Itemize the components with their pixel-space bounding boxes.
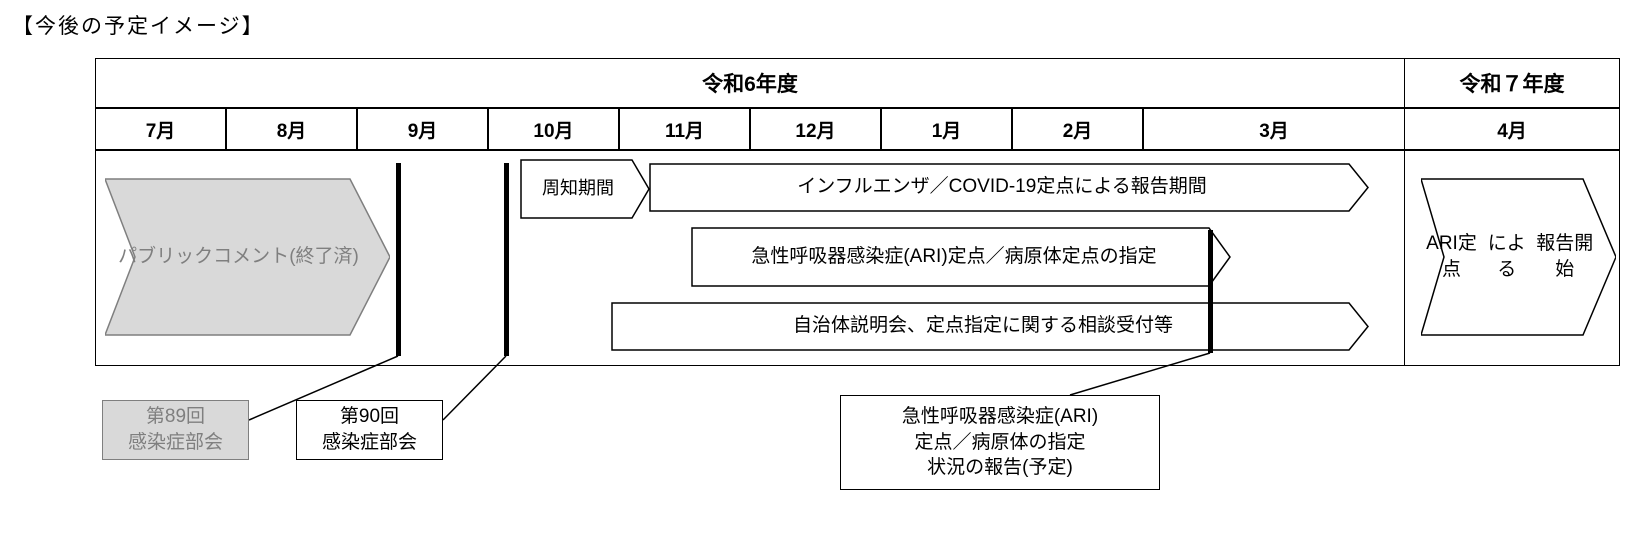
ari-designation-label: 急性呼吸器感染症(ARI)定点 ／病原体定点の指定 [691,227,1231,287]
header-month-03: 3月 [1143,108,1405,150]
public-comment-line2: コメント [213,244,289,270]
callout-89th-line2: 感染症部会 [128,432,223,453]
page-title: 【今後の予定イメージ】 [12,10,265,40]
timeline-diagram: 【今後の予定イメージ】 令和6年度 令和７年度 7月 8月 9月 10月 11月… [0,0,1644,533]
header-month-08: 8月 [226,108,357,150]
callout-90th-line2: 感染症部会 [322,432,417,453]
briefing-arrow: 自治体説明会、定点指定に関する相談受付等 [611,302,1369,351]
shuchi-label: 周知 期間 [520,159,650,219]
callout-90th: 第90回 感染症部会 [296,400,443,460]
public-comment-line3: (終了済) [289,244,359,270]
header-year-6: 令和6年度 [95,58,1405,108]
influenza-label: インフルエンザ／COVID-19定点による報告期間 [649,163,1369,212]
vline-89th [396,163,401,356]
callout-ari-report: 急性呼吸器感染症(ARI) 定点／病原体の指定 状況の報告(予定) [840,395,1160,490]
ari-start-line2: による [1482,231,1531,282]
callout-89th-line1: 第89回 [146,406,205,427]
briefing-label: 自治体説明会、定点指定に関する相談受付等 [611,302,1369,351]
callout-ari-report-line1: 急性呼吸器感染症(ARI) [902,406,1098,427]
influenza-arrow: インフルエンザ／COVID-19定点による報告期間 [649,163,1369,212]
shuchi-line2: 期間 [578,177,614,200]
header-month-04: 4月 [1404,108,1620,150]
ari-start-line1: ARI定点 [1421,231,1482,282]
vline-90th [504,163,509,356]
public-comment-line1: パブリック [118,244,213,270]
ari-start-line3: 報告開始 [1531,231,1598,282]
header-month-09: 9月 [357,108,488,150]
header-month-02: 2月 [1012,108,1143,150]
ari-designation-arrow: 急性呼吸器感染症(ARI)定点 ／病原体定点の指定 [691,227,1231,287]
header-month-12: 12月 [750,108,881,150]
callout-ari-report-line3: 状況の報告(予定) [927,457,1073,478]
ari-start-label: ARI定点 による 報告開始 [1421,159,1616,355]
public-comment-label: パブリック コメント (終了済) [105,159,390,355]
vline-feb [1208,230,1213,353]
header-month-11: 11月 [619,108,750,150]
ari-start-shape: ARI定点 による 報告開始 [1421,159,1616,355]
public-comment-shape: パブリック コメント (終了済) [105,159,390,355]
header-month-10: 10月 [488,108,619,150]
briefing-line1: 自治体説明会、定点指定に関する相談受付等 [793,314,1173,339]
callout-90th-line1: 第90回 [340,406,399,427]
header-year-7: 令和７年度 [1404,58,1620,108]
shuchi-arrow: 周知 期間 [520,159,650,219]
ari-designation-line2: ／病原体定点の指定 [986,245,1157,270]
callout-ari-report-line2: 定点／病原体の指定 [914,432,1085,453]
shuchi-line1: 周知 [542,177,578,200]
influenza-line1: インフルエンザ／COVID-19定点による報告期間 [797,175,1207,200]
header-month-01: 1月 [881,108,1012,150]
ari-designation-line1: 急性呼吸器感染症(ARI)定点 [751,245,985,270]
callout-89th: 第89回 感染症部会 [102,400,249,460]
header-month-07: 7月 [95,108,226,150]
